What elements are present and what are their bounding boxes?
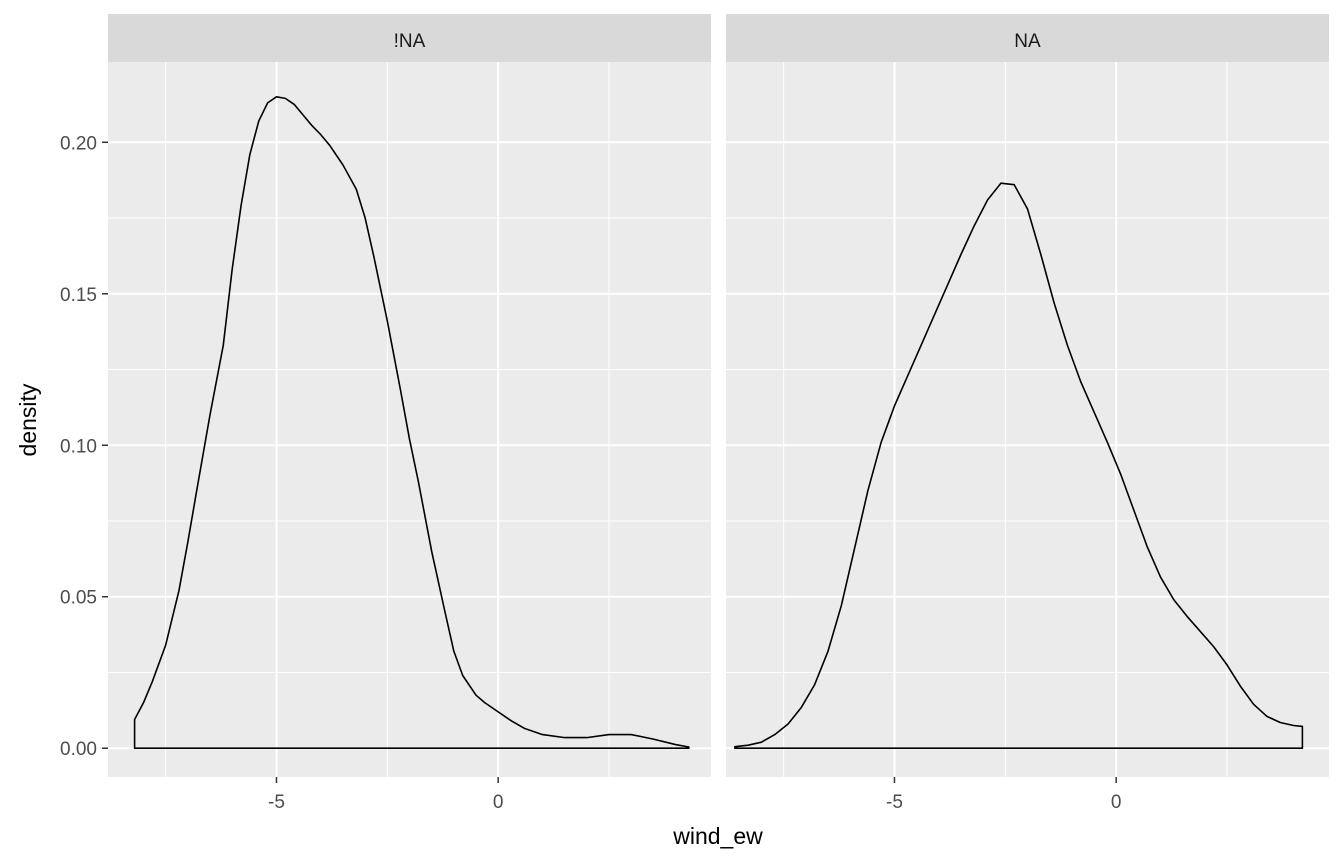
facet-panel-0: !NA -5 0 (108, 14, 711, 813)
facet-strip-background (726, 14, 1329, 62)
facet-strip-background (108, 14, 711, 62)
facet-strip-label: NA (1014, 31, 1041, 52)
facet-panels: !NA -5 0 NA -5 0 (108, 14, 1329, 813)
panel-background (108, 62, 711, 777)
facet-panel-1: NA -5 0 (726, 14, 1329, 813)
y-axis-title: density (15, 383, 41, 456)
y-tick-label: 0.10 (60, 436, 97, 457)
panel-background (726, 62, 1329, 777)
y-tick-label: 0.20 (60, 133, 97, 154)
x-tick-label: -5 (886, 792, 903, 813)
x-tick-label: -5 (268, 792, 285, 813)
facet-strip-label: !NA (394, 31, 426, 52)
density-curve (734, 182, 1304, 750)
y-tick-label: 0.00 (60, 739, 97, 760)
x-tick-label: 0 (1111, 792, 1122, 813)
x-axis-title: wind_ew (672, 823, 763, 849)
y-tick-label: 0.15 (60, 285, 97, 306)
x-tick-label: 0 (493, 792, 504, 813)
y-tick-label: 0.05 (60, 588, 97, 609)
density-curve (133, 96, 690, 750)
y-axis: 0.00 0.05 0.10 0.15 0.20 (60, 133, 108, 760)
